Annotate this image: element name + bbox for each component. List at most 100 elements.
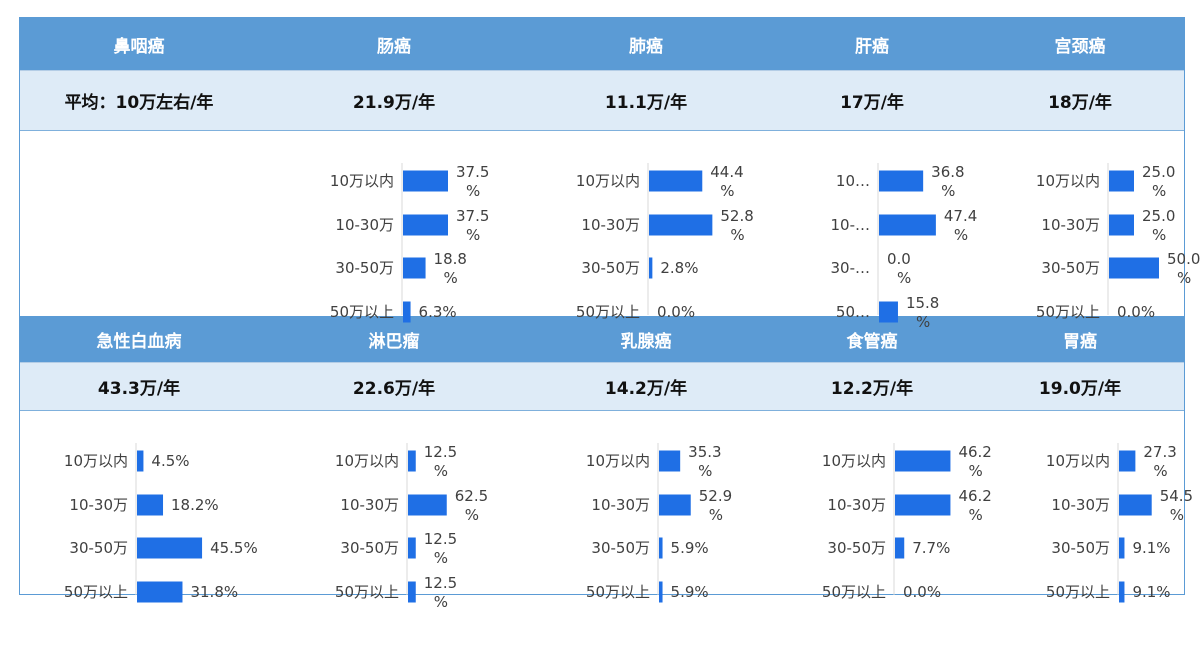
data-bar	[408, 581, 416, 603]
cancer-name-cell: 肝癌	[855, 36, 889, 57]
average-cost-cell: 19.0万/年	[1038, 379, 1122, 399]
category-label: 10-30万	[1051, 496, 1110, 514]
data-bar	[137, 450, 144, 472]
cancer-name-cell: 宫颈癌	[1054, 36, 1106, 57]
value-label: 50.0%	[1167, 250, 1200, 287]
value-label: 4.5%	[151, 452, 189, 470]
value-label: 36.8%	[931, 163, 964, 200]
value-label: 52.8%	[720, 207, 753, 244]
data-bar	[403, 301, 411, 323]
data-bar	[1119, 494, 1152, 516]
data-bar	[137, 494, 164, 516]
value-label: 15.8%	[906, 294, 939, 331]
average-cost-cell: 12.2万/年	[830, 379, 914, 399]
cancer-cost-table: 鼻咽癌 肠癌 肺癌 肝癌 宫颈癌 平均：10万左右/年 21.9万/年 11.1…	[19, 17, 1200, 611]
data-bar	[1119, 450, 1136, 472]
value-label: 12.5%	[424, 530, 457, 567]
category-label: 50万以上	[330, 303, 394, 321]
cancer-name-cell: 食管癌	[846, 331, 898, 352]
value-label: 62.5%	[455, 487, 488, 524]
value-label: 12.5%	[424, 574, 457, 611]
value-label: 12.5%	[424, 443, 457, 480]
category-label: 10-30万	[340, 496, 399, 514]
value-label: 9.1%	[1132, 539, 1170, 557]
data-bar	[879, 301, 898, 323]
category-label: 30-50万	[335, 259, 394, 277]
data-bar	[649, 214, 713, 236]
value-label: 27.3%	[1143, 443, 1176, 480]
bar-chart-ganai: 10… 36.8 % 10-… 47.4 % 30-… 0.0 % 50… 15.8%	[831, 163, 977, 331]
data-bar	[1119, 537, 1125, 559]
value-label: 0.0%	[657, 303, 695, 321]
category-label: 10-…	[831, 216, 871, 234]
header-row-2: 急性白血病 淋巴瘤 乳腺癌 食管癌 胃癌	[20, 316, 1184, 362]
data-bar	[408, 494, 447, 516]
average-cost-cell: 22.6万/年	[352, 379, 436, 399]
cancer-name-cell: 肺癌	[629, 36, 663, 57]
average-row-1: 平均：10万左右/年 21.9万/年 11.1万/年 17万/年 18万/年	[20, 70, 1184, 131]
bar-chart-linbaliu: 10万以内 12.5 % 10-30万 62.5 % 30-50万 12.5 % 50万以上 12.…	[335, 443, 488, 611]
category-label: 30-…	[831, 259, 871, 277]
data-bar	[1109, 214, 1134, 236]
value-label: 0.0%	[1117, 303, 1155, 321]
value-label: 0.0%	[887, 250, 911, 287]
value-label: 47.4%	[944, 207, 977, 244]
data-bar	[659, 450, 681, 472]
category-label: 10-30万	[335, 216, 394, 234]
bar-chart-jixingbaixuebing: 10万以内 4.5% 10-30万 18.2% 30-50万 45.5% 50万以上 31.8…	[64, 443, 258, 603]
category-label: 10万以内	[64, 452, 128, 470]
category-label: 10-30万	[69, 496, 128, 514]
value-label: 52.9%	[699, 487, 732, 524]
category-label: 30-50万	[581, 259, 640, 277]
average-cost-cell: 11.1万/年	[604, 93, 688, 113]
category-label: 10万以内	[335, 452, 399, 470]
average-cost-cell: 平均：10万左右/年	[64, 93, 214, 113]
cancer-name-cell: 乳腺癌	[620, 331, 672, 352]
data-bar	[1119, 581, 1125, 603]
value-label: 25.0%	[1142, 163, 1175, 200]
value-label: 45.5%	[210, 539, 258, 557]
bar-chart-weiai: 10万以内 27.3 % 10-30万 54.5 % 30-50万 9.1% 50万以上 9.1%	[1046, 443, 1193, 603]
average-cost-cell: 17万/年	[840, 93, 904, 113]
data-bar	[879, 214, 936, 236]
value-label: 5.9%	[671, 539, 709, 557]
category-label: 10-30万	[581, 216, 640, 234]
value-label: 37.5%	[456, 207, 489, 244]
value-label: 18.2%	[171, 496, 219, 514]
data-bar	[403, 170, 448, 192]
value-label: 35.3%	[688, 443, 721, 480]
data-bar	[659, 537, 663, 559]
category-label: 50…	[836, 303, 870, 321]
value-label: 37.5%	[456, 163, 489, 200]
average-cost-cell: 14.2万/年	[604, 379, 688, 399]
category-label: 50万以上	[335, 583, 399, 601]
category-label: 10万以内	[1046, 452, 1110, 470]
value-label: 54.5%	[1160, 487, 1193, 524]
data-bar	[895, 450, 951, 472]
average-cost-cell: 18万/年	[1048, 93, 1112, 113]
bar-chart-feiai: 10万以内 44.4 % 10-30万 52.8 % 30-50万 2.8% 50万以上 0.0%	[576, 163, 754, 321]
bar-chart-shiguanai: 10万以内 46.2 % 10-30万 46.2 % 30-50万 7.7% 50万以上 0.0%	[822, 443, 992, 601]
value-label: 25.0%	[1142, 207, 1175, 244]
category-label: 10-30万	[827, 496, 886, 514]
cancer-name-cell: 肠癌	[377, 36, 411, 57]
header-row-1: 鼻咽癌 肠癌 肺癌 肝癌 宫颈癌	[20, 18, 1184, 70]
value-label: 5.9%	[671, 583, 709, 601]
average-cost-cell: 21.9万/年	[352, 93, 436, 113]
data-bar	[895, 537, 905, 559]
category-label: 30-50万	[827, 539, 886, 557]
category-label: 50万以上	[1046, 583, 1110, 601]
category-label: 10万以内	[330, 172, 394, 190]
category-label: 10万以内	[1036, 172, 1100, 190]
data-bar	[879, 170, 924, 192]
category-label: 50万以上	[64, 583, 128, 601]
category-label: 30-50万	[591, 539, 650, 557]
bar-chart-gongjingai: 10万以内 25.0 % 10-30万 25.0 % 30-50万 50.0 % 50万以上 0.0…	[1036, 163, 1200, 321]
category-label: 30-50万	[1041, 259, 1100, 277]
value-label: 6.3%	[419, 303, 457, 321]
average-row-2: 43.3万/年 22.6万/年 14.2万/年 12.2万/年 19.0万/年	[20, 362, 1184, 411]
category-label: 10-30万	[591, 496, 650, 514]
bar-chart-ruxianai: 10万以内 35.3 % 10-30万 52.9 % 30-50万 5.9% 50万以上 5.9%	[586, 443, 732, 603]
data-bar	[408, 537, 416, 559]
category-label: 10-30万	[1041, 216, 1100, 234]
